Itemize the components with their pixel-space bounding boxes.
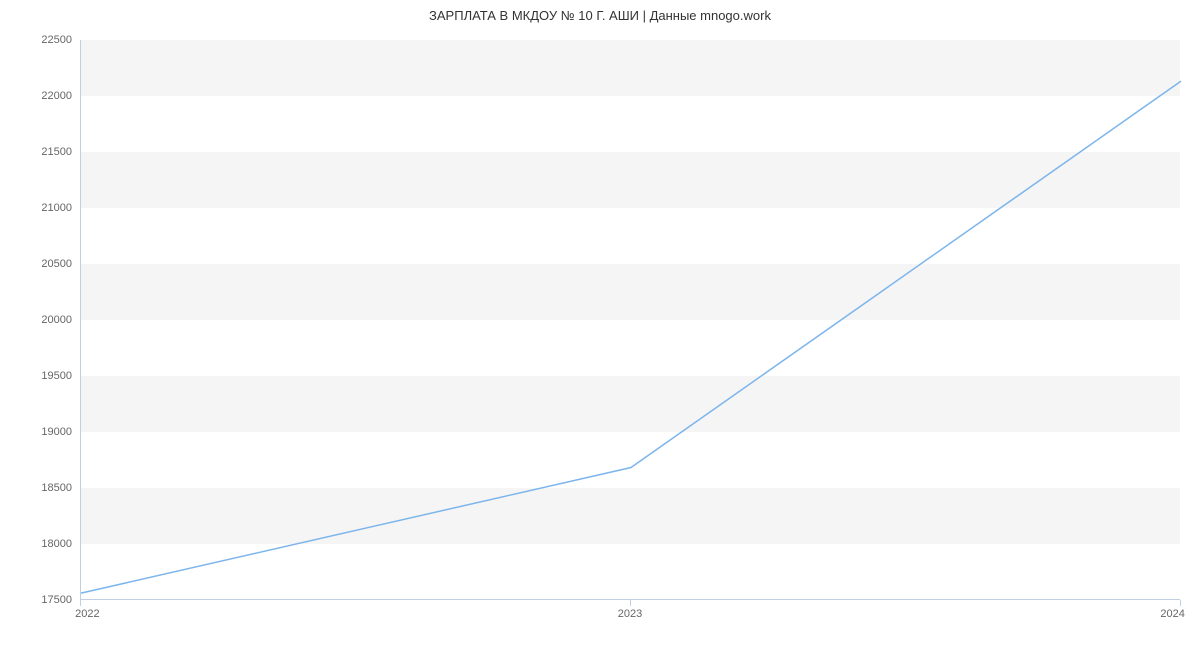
y-tick-label: 18500 [41,482,72,494]
x-tick-label: 2024 [1160,608,1184,620]
y-tick-label: 21000 [41,202,72,214]
y-tick-label: 18000 [41,538,72,550]
y-tick-label: 21500 [41,146,72,158]
x-tick-mark [630,600,631,606]
y-tick-label: 19000 [41,426,72,438]
y-tick-label: 22000 [41,90,72,102]
y-tick-label: 20500 [41,258,72,270]
x-tick-mark [80,600,81,606]
y-tick-label: 22500 [41,34,72,46]
chart-title: ЗАРПЛАТА В МКДОУ № 10 Г. АШИ | Данные mn… [0,0,1200,23]
line-chart-svg [81,40,1180,599]
x-tick-label: 2023 [618,608,642,620]
x-tick-mark [1180,600,1181,606]
y-tick-label: 17500 [41,594,72,606]
x-tick-label: 2022 [75,608,99,620]
y-tick-label: 19500 [41,370,72,382]
plot-area [80,40,1180,600]
data-line [81,81,1181,593]
y-tick-label: 20000 [41,314,72,326]
